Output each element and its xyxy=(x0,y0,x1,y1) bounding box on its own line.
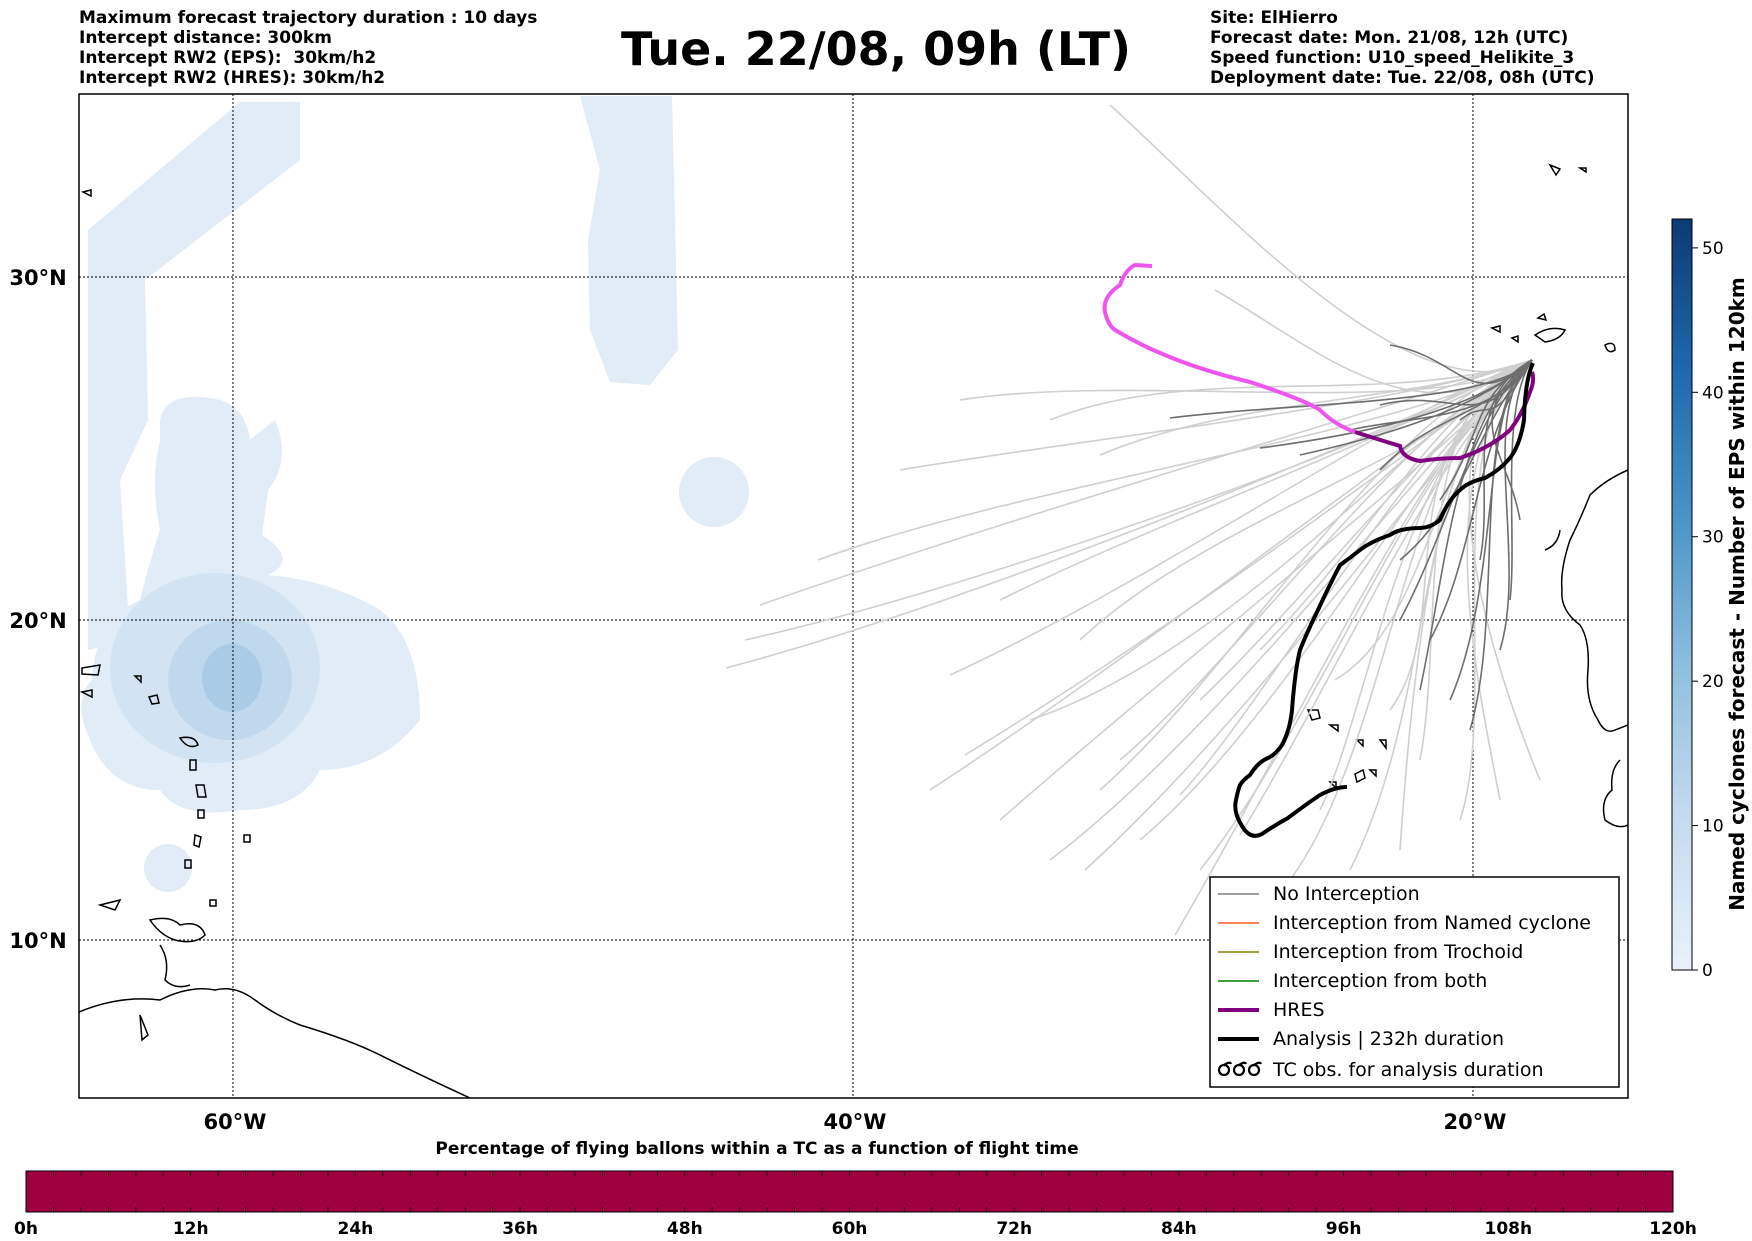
cyclone-density-core xyxy=(110,573,320,763)
eps-track-light xyxy=(1099,359,1533,791)
timebar-tick-label: 72h xyxy=(996,1219,1032,1239)
timebar-tick-label: 36h xyxy=(502,1219,538,1239)
eps-track-light xyxy=(1049,359,1533,421)
eps-track-dark xyxy=(1469,359,1533,731)
eps-track-light xyxy=(1468,359,1541,781)
eps-track-light xyxy=(999,359,1533,601)
colorbar-ticks: 0 10 20 30 40 50 xyxy=(1692,239,1724,981)
analysis-track xyxy=(1233,362,1535,838)
legend-label-no-interception: No Interception xyxy=(1273,883,1420,905)
legend-label-hres: HRES xyxy=(1273,999,1325,1021)
colorbar-gradient xyxy=(1671,218,1693,971)
timebar-title: Percentage of flying ballons within a TC… xyxy=(435,1139,1078,1159)
lat-label-20n: 20°N xyxy=(9,609,66,633)
cyclone-density-fields xyxy=(81,96,749,892)
lon-label-20w: 20°W xyxy=(1444,1110,1507,1134)
right-header: Site: ElHierro Forecast date: Mon. 21/08… xyxy=(1210,8,1595,88)
timebar-ticks: 0h 12h 24h 36h 48h 60h 72h 84h 96h 108h 120h xyxy=(14,1171,1697,1239)
eps-track-light xyxy=(1349,359,1533,871)
timebar-tick-label: 96h xyxy=(1326,1219,1362,1239)
eps-track-light xyxy=(759,359,1533,606)
timebar-tick-label: 12h xyxy=(173,1219,209,1239)
timebar-tick-label: 48h xyxy=(667,1219,703,1239)
eps-track-dark xyxy=(1399,359,1533,621)
eps-track-light xyxy=(1319,359,1533,811)
header-line-intercept-eps: Intercept RW2 (EPS): 30km/h2 xyxy=(79,48,377,68)
eps-track-dark xyxy=(1349,359,1533,431)
eps-track-light xyxy=(744,359,1533,641)
eps-track-dark xyxy=(1491,359,1533,521)
eps-track-light xyxy=(1109,104,1533,373)
eps-track-dark xyxy=(1509,359,1533,601)
eps-track-light xyxy=(1099,359,1533,456)
eps-track-light xyxy=(1259,359,1533,651)
timebar-tick-label: 24h xyxy=(338,1219,374,1239)
colorbar: 0 10 20 30 40 50 Named cyclones forecast - Nu… xyxy=(1671,218,1749,981)
coastlines xyxy=(79,163,1628,1098)
colorbar-tick-label: 40 xyxy=(1702,383,1724,403)
hres-track-near xyxy=(1354,371,1536,464)
tc-obs-symbol-icon xyxy=(1217,1061,1263,1077)
legend-label-tc-obs: TC obs. for analysis duration xyxy=(1272,1059,1544,1081)
colorbar-tick-label: 30 xyxy=(1702,528,1724,548)
legend-label-both: Interception from both xyxy=(1273,970,1487,992)
timebar-tick-label: 108h xyxy=(1485,1219,1533,1239)
header-line-intercept-distance: Intercept distance: 300km xyxy=(79,28,332,48)
left-header: Maximum forecast trajectory duration : 1… xyxy=(79,8,537,88)
lat-label-10n: 10°N xyxy=(9,929,66,953)
timebar-tick-label: 120h xyxy=(1649,1219,1697,1239)
lat-label-30n: 30°N xyxy=(9,266,66,290)
eps-track-dark xyxy=(1169,359,1533,419)
lon-label-40w: 40°W xyxy=(824,1110,887,1134)
legend: No Interception Interception from Named … xyxy=(1209,876,1620,1088)
legend-label-analysis: Analysis | 232h duration xyxy=(1273,1028,1504,1050)
eps-track-light xyxy=(949,359,1533,676)
map-frame xyxy=(78,93,1629,1099)
header-line-forecast-date: Forecast date: Mon. 21/08, 12h (UTC) xyxy=(1210,28,1569,48)
timebar: Percentage of flying ballons within a TC… xyxy=(14,1139,1697,1239)
eps-track-light xyxy=(999,359,1533,821)
eps-track-light xyxy=(1079,359,1533,641)
header-line-speed-function: Speed function: U10_speed_Helikite_3 xyxy=(1210,48,1575,68)
header-line-deployment-date: Deployment date: Tue. 22/08, 08h (UTC) xyxy=(1210,68,1595,88)
timebar-fill xyxy=(25,1170,1674,1213)
legend-box xyxy=(1209,876,1620,1088)
colorbar-tick-label: 20 xyxy=(1702,672,1724,692)
legend-label-named-cyclone: Interception from Named cyclone xyxy=(1273,912,1591,934)
timebar-tick-label: 0h xyxy=(14,1219,38,1239)
colorbar-tick-label: 10 xyxy=(1702,817,1724,837)
eps-track-light xyxy=(964,359,1533,756)
colorbar-label: Named cyclones forecast - Number of EPS … xyxy=(1725,277,1749,911)
hres-track-far xyxy=(1102,262,1356,434)
timebar-tick-label: 84h xyxy=(1161,1219,1197,1239)
colorbar-tick-label: 50 xyxy=(1702,239,1724,259)
header-line-max-duration: Maximum forecast trajectory duration : 1… xyxy=(79,8,538,28)
eps-trajectories xyxy=(725,104,1541,936)
header-line-site: Site: ElHierro xyxy=(1210,8,1338,28)
eps-track-light xyxy=(1419,359,1533,761)
legend-label-trochoid: Interception from Trochoid xyxy=(1273,941,1523,963)
header-line-intercept-hres: Intercept RW2 (HRES): 30km/h2 xyxy=(79,68,386,88)
colorbar-tick-label: 0 xyxy=(1702,961,1713,981)
eps-track-light xyxy=(1214,289,1533,394)
eps-track-light xyxy=(725,359,1533,669)
lon-label-60w: 60°W xyxy=(204,1110,267,1134)
timebar-tick-label: 60h xyxy=(832,1219,868,1239)
map-title: Tue. 22/08, 09h (LT) xyxy=(621,22,1131,76)
